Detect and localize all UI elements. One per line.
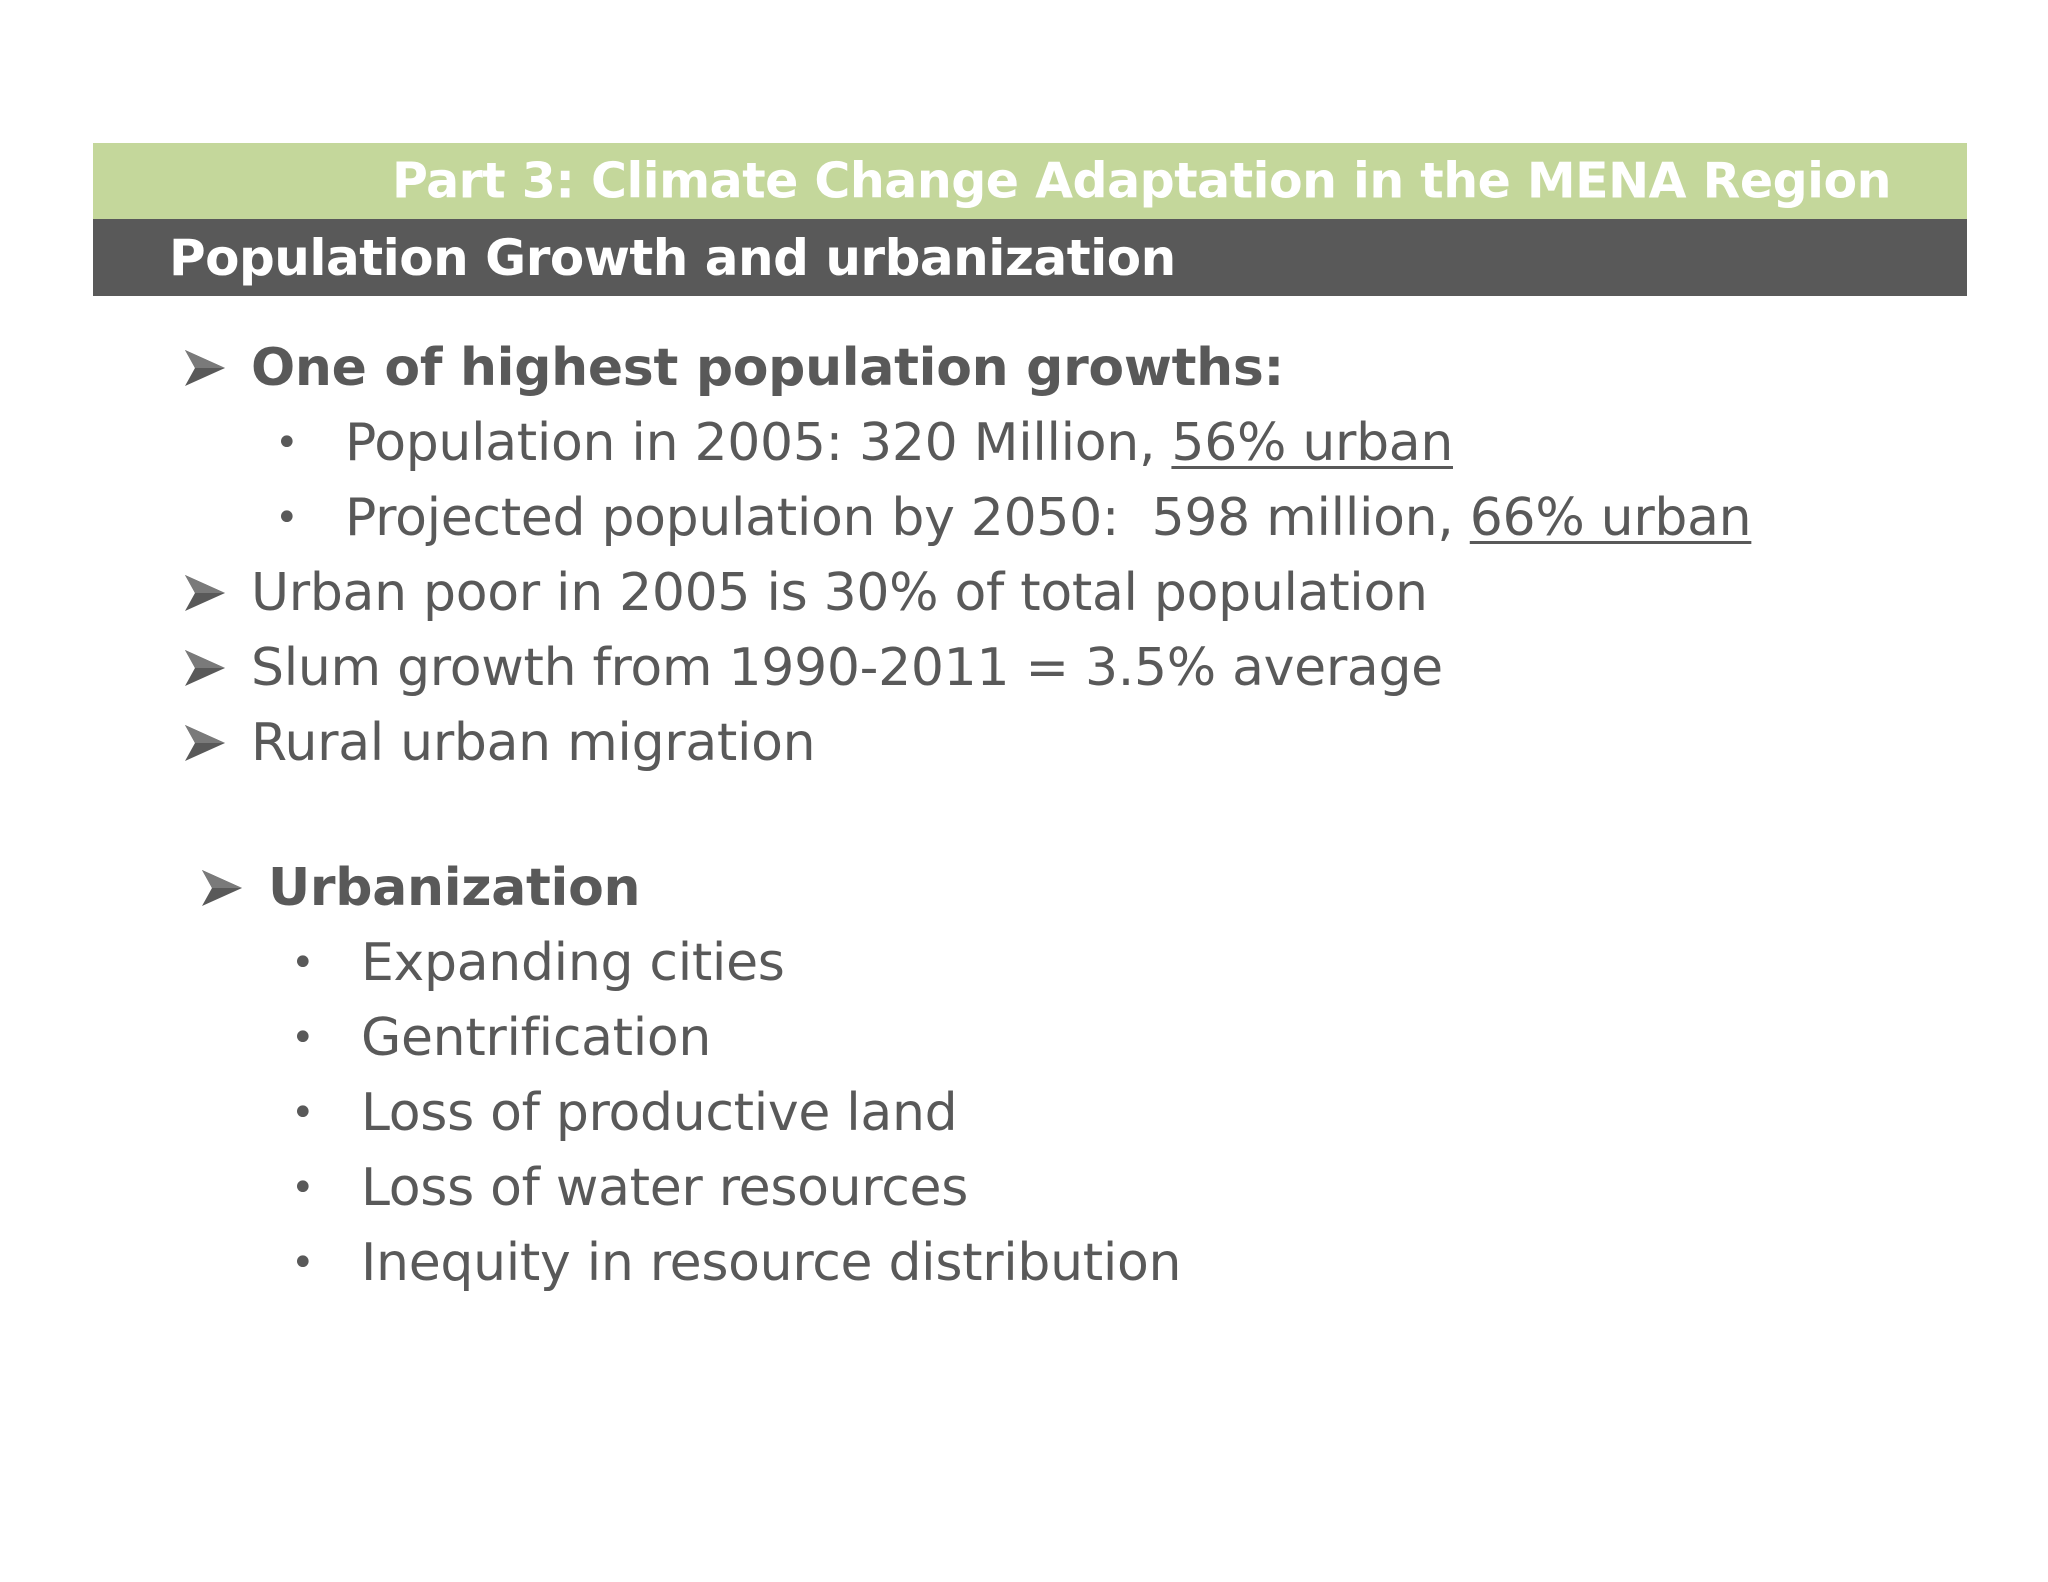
dot-icon: •	[291, 1240, 315, 1286]
bullet-item: Urbanization	[200, 858, 1200, 918]
part-title-banner: Part 3: Climate Change Adaptation in the…	[93, 143, 1967, 219]
bullet-text: Rural urban migration	[251, 713, 816, 773]
section-title: Population Growth and urbanization	[169, 228, 1176, 287]
sub-bullet-item: • Loss of water resources	[291, 1158, 1491, 1218]
sub-bullet-item: • Projected population by 2050: 598 mill…	[275, 488, 1775, 548]
dot-icon: •	[291, 1165, 315, 1211]
arrowhead-icon	[200, 858, 250, 918]
bullet-item: One of highest population growths:	[183, 338, 1383, 398]
bullet-item: Urban poor in 2005 is 30% of total popul…	[183, 563, 1483, 623]
arrowhead-icon	[183, 563, 233, 623]
part-title: Part 3: Climate Change Adaptation in the…	[391, 152, 1892, 210]
underlined-value: 66% urban	[1469, 488, 1752, 548]
bullet-item: Rural urban migration	[183, 713, 1483, 773]
sub-bullet-item: • Inequity in resource distribution	[291, 1233, 1491, 1293]
bullet-text: Urban poor in 2005 is 30% of total popul…	[251, 563, 1428, 623]
dot-icon: •	[275, 495, 299, 541]
sub-bullet-item: • Gentrification	[291, 1008, 1491, 1068]
sub-bullet-text: Loss of productive land	[361, 1083, 958, 1143]
sub-bullet-item: • Expanding cities	[291, 933, 1491, 993]
dot-icon: •	[291, 940, 315, 986]
sub-bullet-text: Expanding cities	[361, 933, 785, 993]
sub-bullet-text: Loss of water resources	[361, 1158, 969, 1218]
dot-icon: •	[291, 1090, 315, 1136]
bullet-heading: One of highest population growths:	[251, 338, 1284, 398]
bullet-item: Slum growth from 1990-2011 = 3.5% averag…	[183, 638, 1483, 698]
bullet-heading: Urbanization	[268, 858, 641, 918]
arrowhead-icon	[183, 638, 233, 698]
sub-bullet-item: • Population in 2005: 320 Million, 56% u…	[275, 413, 1475, 473]
dot-icon: •	[291, 1015, 315, 1061]
bullet-text: Slum growth from 1990-2011 = 3.5% averag…	[251, 638, 1443, 698]
underlined-value: 56% urban	[1171, 413, 1453, 473]
arrowhead-icon	[183, 713, 233, 773]
sub-bullet-text: Population in 2005: 320 Million,	[345, 413, 1172, 473]
sub-bullet-text: Projected population by 2050: 598 millio…	[345, 488, 1470, 548]
sub-bullet-text: Gentrification	[361, 1008, 712, 1068]
section-title-banner: Population Growth and urbanization	[93, 219, 1967, 296]
arrowhead-icon	[183, 338, 233, 398]
sub-bullet-item: • Loss of productive land	[291, 1083, 1491, 1143]
sub-bullet-text: Inequity in resource distribution	[361, 1233, 1182, 1293]
dot-icon: •	[275, 420, 299, 466]
